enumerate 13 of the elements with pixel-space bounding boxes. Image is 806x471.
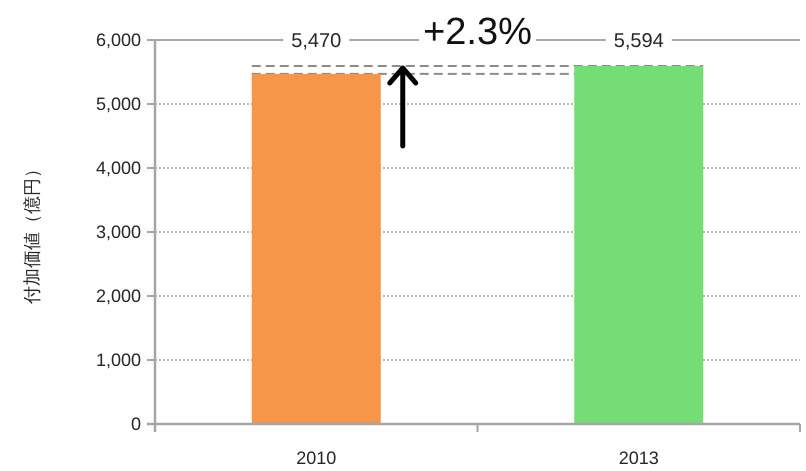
y-tick-label: 5,000 xyxy=(96,94,141,114)
x-tick-label: 2013 xyxy=(618,448,659,468)
data-label: 5,470 xyxy=(291,30,342,52)
y-tick-label: 6,000 xyxy=(96,30,141,50)
y-tick-label: 0 xyxy=(130,414,141,434)
x-tick-label: 2010 xyxy=(296,448,336,468)
y-tick-label: 1,000 xyxy=(96,350,141,370)
y-tick-label: 4,000 xyxy=(96,158,141,178)
annotation: +2.3% xyxy=(423,11,532,53)
y-tick-label: 3,000 xyxy=(96,222,141,242)
y-tick-label: 2,000 xyxy=(96,286,141,306)
data-label: 5,594 xyxy=(614,30,664,52)
y-axis-title: 付加価値（億円） xyxy=(22,160,42,305)
